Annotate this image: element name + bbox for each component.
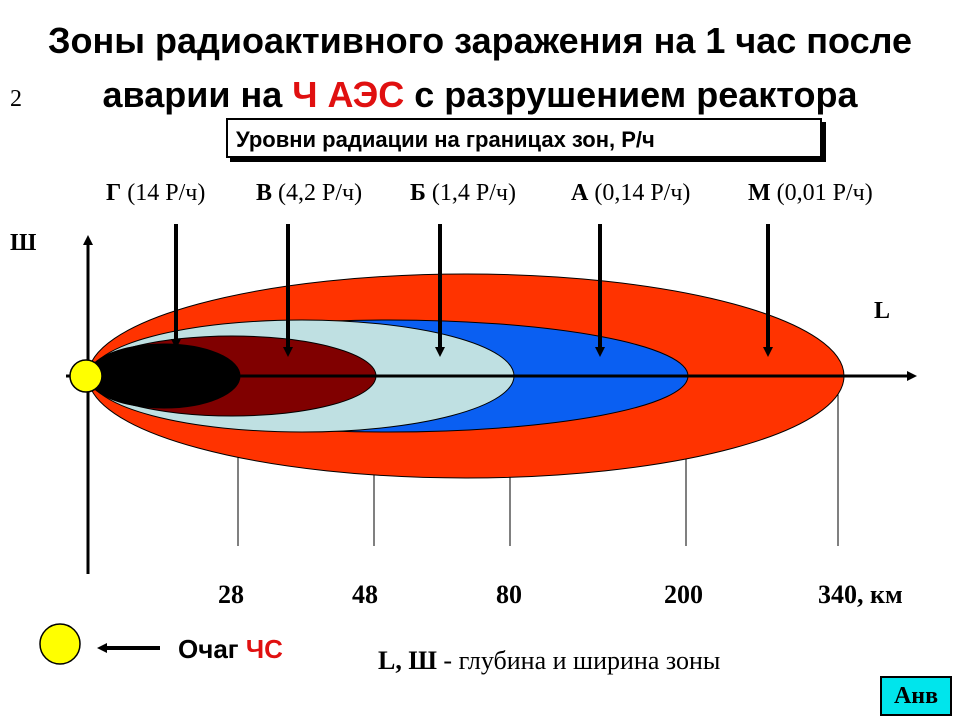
title-line-1: Зоны радиоактивного заражения на 1 час п… [47, 20, 913, 61]
zone-label-m: М (0,01 Р/ч) [748, 180, 873, 206]
slide-title: Зоны радиоактивного заражения на 1 час п… [0, 14, 960, 122]
zone-label-g: Г (14 Р/ч) [106, 180, 206, 206]
caption: L, Ш - глубина и ширина зоны [378, 646, 721, 675]
title-plant-name: Ч АЭС [292, 74, 405, 115]
source-label: Очаг ЧС [178, 634, 283, 664]
length-axis-label: L [874, 298, 891, 324]
distance-label-200: 200 [664, 580, 703, 609]
distance-label-340: 340, км [818, 580, 903, 609]
zone-label-a: А (0,14 Р/ч) [571, 180, 691, 206]
distance-label-28: 28 [218, 580, 244, 609]
anv-button[interactable]: Анв [880, 676, 952, 716]
zone-label-b: Б (1,4 Р/ч) [410, 180, 516, 206]
source-point [69, 359, 103, 393]
source-legend-circle [39, 623, 81, 665]
legend-box: Уровни радиации на границах зон, Р/ч [226, 118, 822, 158]
distance-label-80: 80 [496, 580, 522, 609]
width-axis-label: Ш [10, 230, 37, 256]
slide-number: 2 [10, 86, 22, 112]
zone-label-v: В (4,2 Р/ч) [256, 180, 363, 206]
title-line-2: аварии на Ч АЭС с разрушением реактора [102, 74, 858, 115]
distance-label-48: 48 [352, 580, 378, 609]
